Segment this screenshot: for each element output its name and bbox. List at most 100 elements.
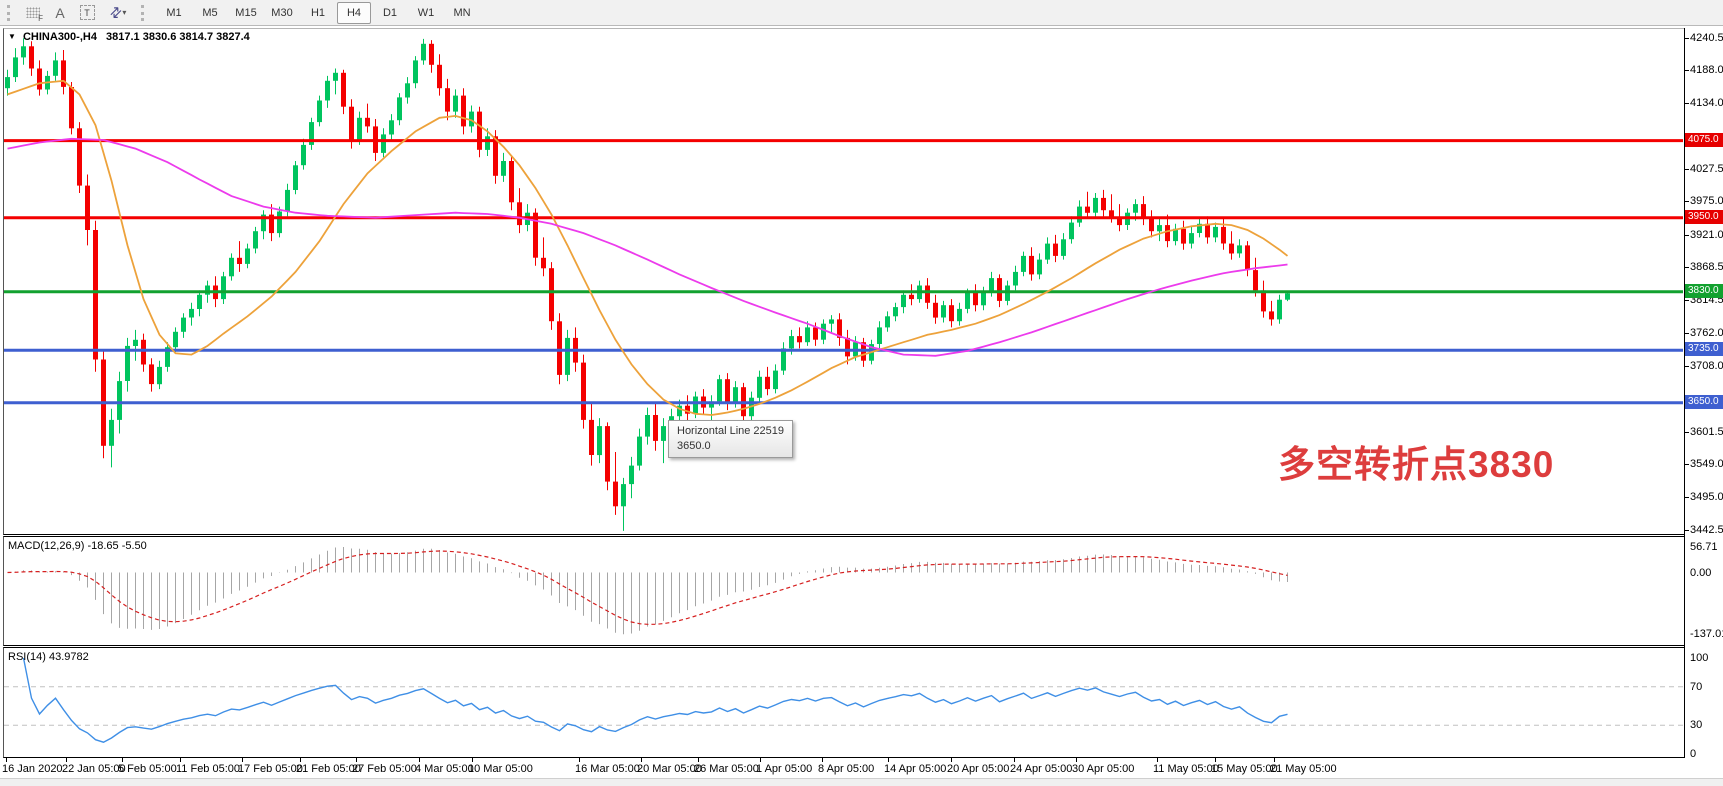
macd-axis-label: -137.01 <box>1690 628 1723 641</box>
main-chart-panel <box>3 28 1684 535</box>
time-axis-label: 26 Mar 05:00 <box>694 763 759 775</box>
text-box-icon[interactable]: T <box>75 3 99 23</box>
price-tick-label: 3762.0 <box>1690 326 1723 339</box>
time-axis-tick <box>6 758 7 762</box>
text-box-glyph: T <box>79 5 95 20</box>
horizontal-scrollbar[interactable] <box>0 778 1723 786</box>
time-axis-tick <box>1215 758 1216 762</box>
price-tick-label: 3868.5 <box>1690 260 1723 273</box>
price-tick-mark <box>1684 69 1689 71</box>
price-tick-mark <box>1684 266 1689 268</box>
tooltip-line-name: Horizontal Line 22519 <box>677 425 785 437</box>
macd-panel <box>3 536 1684 646</box>
time-axis-label: 21 May 05:00 <box>1270 763 1337 775</box>
price-tick-mark <box>1684 365 1689 367</box>
time-axis-tick <box>1274 758 1275 762</box>
price-line-badge-3735.0: 3735.0 <box>1685 342 1723 357</box>
price-tick-label: 3708.0 <box>1690 359 1723 372</box>
rsi-canvas[interactable] <box>4 648 1683 757</box>
timeframe-button-M30[interactable]: M30 <box>271 6 293 19</box>
price-tick-mark <box>1684 431 1689 433</box>
time-axis-tick <box>1157 758 1158 762</box>
timeframe-button-W1[interactable]: W1 <box>417 6 435 19</box>
macd-histogram-group <box>15 547 1288 635</box>
price-tick-mark <box>1684 37 1689 39</box>
timeframe-toolbar: M1 M5 M15 M30 H1 H4 D1 W1 MN <box>157 1 479 24</box>
time-axis-tick <box>66 758 67 762</box>
rsi-axis-label: 30 <box>1690 719 1703 732</box>
price-tick-mark <box>1684 201 1689 203</box>
time-axis-label: 21 Feb 05:00 <box>296 763 361 775</box>
time-axis-tick <box>1014 758 1015 762</box>
price-tick-label: 3549.0 <box>1690 457 1723 470</box>
price-tick-mark <box>1684 463 1689 465</box>
timeframe-button-M1[interactable]: M1 <box>166 6 182 19</box>
price-tick-mark <box>1684 332 1689 334</box>
time-axis-label: 11 May 05:00 <box>1153 763 1219 775</box>
price-axis-line <box>1684 28 1685 758</box>
time-axis-label: 5 Feb 05:00 <box>118 763 177 775</box>
timeframe-button-M15[interactable]: M15 <box>235 6 257 19</box>
time-axis-label: 24 Apr 05:00 <box>1010 763 1073 775</box>
time-axis-tick <box>242 758 243 762</box>
time-axis-label: 30 Apr 05:00 <box>1072 763 1135 775</box>
main-chart-canvas[interactable] <box>4 29 1683 534</box>
time-axis-label: 16 Jan 2020 <box>2 763 63 775</box>
time-axis-label: 16 Mar 05:00 <box>575 763 640 775</box>
rsi-axis-label: 0 <box>1690 748 1697 760</box>
candles-group <box>5 38 1290 531</box>
macd-indicator-label: MACD(12,26,9) -18.65 -5.50 <box>8 540 147 552</box>
timeframe-button-MN[interactable]: MN <box>453 6 471 19</box>
time-axis-tick <box>822 758 823 762</box>
arrows-icon: ⇄ <box>105 2 125 22</box>
price-tick-mark <box>1684 103 1689 105</box>
chart-annotation-text: 多空转折点3830 <box>1278 444 1555 485</box>
time-axis-label: 22 Jan 05:00 <box>62 763 126 775</box>
horizontal-line-tooltip: Horizontal Line 22519 3650.0 <box>668 420 794 458</box>
dropdown-caret-icon: ▾ <box>122 8 127 17</box>
time-axis-tick <box>300 758 301 762</box>
price-line-badge-3830.0: 3830.0 <box>1685 283 1723 298</box>
chart-title: ▼ CHINA300-,H4 3817.1 3830.6 3814.7 3827… <box>8 31 250 43</box>
rsi-panel <box>3 647 1684 758</box>
grid-f-label: F <box>38 13 43 23</box>
price-tick-label: 3975.0 <box>1690 195 1723 208</box>
indicators-grid-icon[interactable]: F <box>21 3 45 23</box>
time-axis-label: 27 Feb 05:00 <box>352 763 417 775</box>
macd-canvas[interactable] <box>4 537 1683 645</box>
price-tick-label: 4027.5 <box>1690 162 1723 175</box>
time-axis-tick <box>698 758 699 762</box>
rsi-axis-label: 70 <box>1690 680 1703 693</box>
time-axis-tick <box>472 758 473 762</box>
time-axis-label: 1 Apr 05:00 <box>756 763 813 775</box>
arrows-tool-button[interactable]: ⇄ ▾ <box>102 2 134 23</box>
timeframe-toolbar-grip[interactable] <box>141 4 148 21</box>
toolbar-grip[interactable] <box>7 4 14 21</box>
timeframe-button-M5[interactable]: M5 <box>202 6 218 19</box>
collapse-triangle-icon[interactable]: ▼ <box>8 32 16 41</box>
time-axis-tick <box>419 758 420 762</box>
rsi-indicator-label: RSI(14) 43.9782 <box>8 651 89 663</box>
time-axis-tick <box>579 758 580 762</box>
ma-fast-line <box>7 79 1289 416</box>
time-axis-tick <box>888 758 889 762</box>
time-axis-label: 20 Mar 05:00 <box>637 763 702 775</box>
price-tick-label: 4240.5 <box>1690 31 1723 44</box>
tooltip-line-value: 3650.0 <box>677 440 711 452</box>
price-tick-mark <box>1684 300 1689 302</box>
text-label-icon[interactable]: A <box>55 4 65 21</box>
macd-signal-line <box>7 550 1288 625</box>
timeframe-button-H4[interactable]: H4 <box>337 1 371 24</box>
price-line-badge-4075.0: 4075.0 <box>1685 132 1723 147</box>
time-axis-label: 11 Feb 05:00 <box>176 763 241 775</box>
chart-ohlc-values: 3817.1 3830.6 3814.7 3827.4 <box>106 31 250 43</box>
price-tick-mark <box>1684 529 1689 531</box>
time-axis-tick <box>180 758 181 762</box>
timeframe-button-D1[interactable]: D1 <box>382 6 398 19</box>
time-axis-tick <box>356 758 357 762</box>
chart-symbol-label: CHINA300-,H4 <box>22 31 97 43</box>
time-axis-label: 8 Apr 05:00 <box>818 763 875 775</box>
rsi-line <box>22 657 1288 743</box>
grid-dots-icon <box>26 7 40 18</box>
timeframe-button-H1[interactable]: H1 <box>310 6 326 19</box>
